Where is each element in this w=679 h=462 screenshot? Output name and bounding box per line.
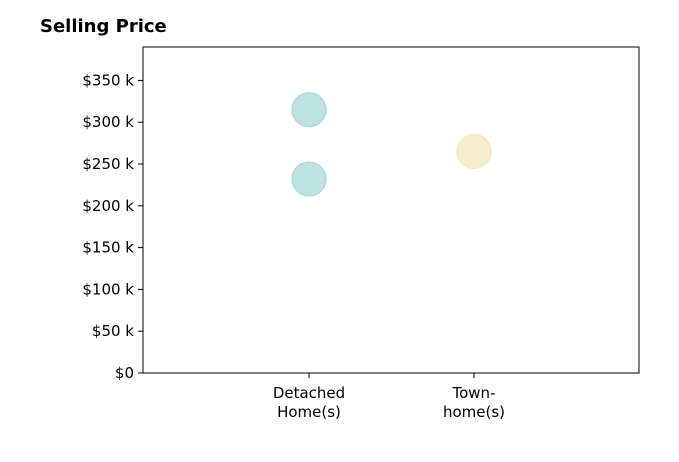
y-tick-label: $0	[115, 364, 134, 382]
y-tick-label: $200 k	[82, 197, 134, 215]
x-tick-label: Detached	[273, 384, 345, 402]
chart-title: Selling Price	[40, 16, 167, 37]
plot-frame	[142, 46, 640, 374]
y-tick-label: $100 k	[82, 280, 134, 298]
y-tick-label: $300 k	[82, 113, 134, 131]
y-tick-label: $350 k	[82, 71, 134, 89]
y-tick-label: $150 k	[82, 239, 134, 257]
x-tick-label: Home(s)	[277, 403, 341, 421]
data-point	[456, 133, 492, 170]
data-point	[291, 92, 327, 128]
data-points	[291, 92, 492, 197]
x-tick-label: Town-	[452, 384, 496, 402]
y-axis: $0 $50 k $100 k $150 k $200 k $250 k $300 k $35…	[82, 71, 143, 382]
y-tick-label: $50 k	[92, 322, 134, 340]
y-tick-label: $250 k	[82, 155, 134, 173]
x-tick-label: home(s)	[443, 403, 505, 421]
data-point	[291, 161, 327, 197]
